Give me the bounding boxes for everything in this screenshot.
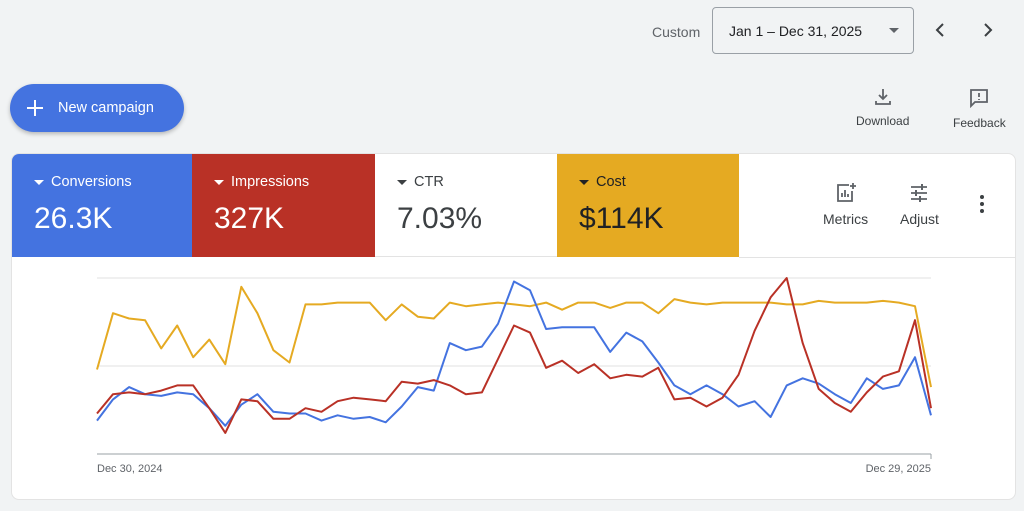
more-options-button[interactable] [979,194,985,221]
new-campaign-label: New campaign [58,100,154,116]
chevron-left-icon [935,23,944,37]
download-button[interactable]: Download [856,88,909,128]
download-icon [874,89,891,105]
metric-value: 327K [214,202,285,235]
dropdown-caret-icon [34,179,44,185]
feedback-button[interactable]: Feedback [953,88,1006,130]
feedback-icon [970,89,989,108]
series-line-impressions [96,277,932,434]
download-label: Download [856,114,910,128]
x-axis-end-label: Dec 29, 2025 [866,463,931,475]
series-layer [96,277,932,434]
dropdown-caret-icon [579,179,589,185]
metric-tile-cost[interactable]: Cost $114K [557,154,739,257]
performance-chart: Dec 30, 2024 Dec 29, 2025 [96,277,932,475]
plus-icon [27,100,43,116]
metric-tile-impressions[interactable]: Impressions 327K [192,154,375,257]
metric-tile-conversions[interactable]: Conversions 26.3K [12,154,192,257]
dropdown-caret-icon [397,179,407,185]
adjust-button[interactable]: Adjust [900,182,939,227]
date-range-select[interactable]: Jan 1 – Dec 31, 2025 [712,7,914,54]
card-toolbar: Metrics Adjust [739,154,1015,258]
adjust-label: Adjust [900,211,939,227]
tune-icon [911,184,928,202]
series-line-cost [96,285,932,388]
add-chart-icon [836,183,856,202]
metric-tile-ctr[interactable]: CTR 7.03% [375,154,557,257]
performance-card: Conversions 26.3K Impressions 327K CTR 7… [11,153,1016,500]
metric-value: $114K [579,202,664,235]
x-axis-start-label: Dec 30, 2024 [97,463,162,475]
new-campaign-button[interactable]: New campaign [10,84,184,132]
metric-label: Conversions [51,174,132,190]
metric-label: CTR [414,174,444,190]
date-range-value: Jan 1 – Dec 31, 2025 [729,22,863,39]
range-type-label: Custom [652,24,701,40]
metric-value: 26.3K [34,202,113,235]
next-period-button[interactable] [976,18,1000,42]
metrics-button[interactable]: Metrics [823,182,868,227]
metrics-label: Metrics [823,211,869,227]
feedback-label: Feedback [953,116,1006,130]
more-vert-icon [980,195,984,213]
metric-value: 7.03% [397,202,483,235]
previous-period-button[interactable] [928,18,952,42]
chevron-right-icon [984,23,993,37]
metric-label: Impressions [231,174,310,190]
dropdown-caret-icon [889,28,899,33]
dropdown-caret-icon [214,179,224,185]
metric-label: Cost [596,174,626,190]
